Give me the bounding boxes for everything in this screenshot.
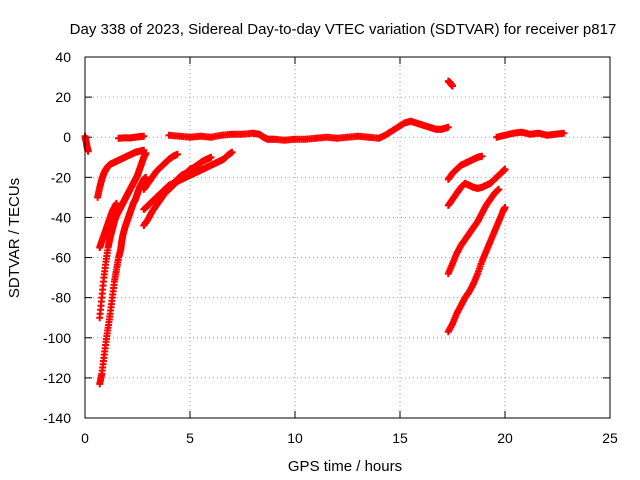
- series-arc-d: [96, 199, 120, 252]
- series-arc-n: [444, 165, 509, 209]
- data-points: [81, 77, 568, 388]
- series-arc-k: [444, 77, 456, 90]
- series-arc-h: [140, 153, 215, 213]
- x-tick-label: 15: [392, 430, 408, 446]
- y-tick-label: -120: [43, 370, 71, 386]
- series-arc-g: [140, 148, 236, 229]
- x-tick-label: 0: [81, 430, 89, 446]
- y-tick-label: -60: [51, 250, 71, 266]
- series-arc-p: [493, 128, 568, 141]
- data-point: [140, 132, 148, 140]
- series-arc-o: [444, 152, 486, 183]
- data-point: [142, 173, 150, 181]
- data-point: [501, 165, 509, 173]
- plot-frame: [84, 56, 611, 419]
- x-tick-label: 10: [287, 430, 303, 446]
- series-arc-f: [115, 132, 148, 142]
- y-tick-label: 20: [55, 89, 71, 105]
- data-point: [173, 150, 181, 158]
- series-arc-i: [140, 150, 181, 193]
- data-point: [84, 147, 92, 155]
- series-arc-l: [444, 203, 509, 336]
- series-arc-b: [96, 173, 150, 388]
- y-tick-label: -100: [43, 330, 71, 346]
- x-tick-label: 5: [186, 430, 194, 446]
- y-tick-label: -140: [43, 410, 71, 426]
- axis-ticks: -140 -120 -100 -80 -60 -40 -20 0 20 40 0 5 10 15 20 25: [43, 49, 618, 446]
- y-tick-label: -40: [51, 209, 71, 225]
- series-arc-m: [444, 185, 503, 278]
- y-tick-label: -20: [51, 169, 71, 185]
- data-point: [478, 152, 486, 160]
- data-point: [444, 123, 452, 131]
- data-point: [501, 203, 509, 211]
- data-point: [495, 185, 503, 193]
- data-point: [140, 146, 148, 154]
- data-point: [560, 129, 568, 137]
- y-axis-label: SDTVAR / TECUs: [6, 178, 23, 298]
- series-arc-e: [94, 146, 148, 201]
- x-tick-label: 25: [602, 430, 618, 446]
- data-point: [207, 153, 215, 161]
- y-tick-label: 0: [63, 129, 71, 145]
- data-point: [449, 82, 456, 90]
- x-axis-label: GPS time / hours: [288, 458, 402, 475]
- chart-title: Day 338 of 2023, Sidereal Day-to-day VTE…: [70, 21, 617, 38]
- series-arc-c: [96, 149, 150, 322]
- x-tick-label: 20: [497, 430, 513, 446]
- data-point: [228, 148, 236, 156]
- y-tick-label: -80: [51, 290, 71, 306]
- grid-lines: [85, 57, 610, 418]
- series-arc-j: [165, 117, 452, 144]
- data-point: [113, 199, 120, 207]
- series-arc-a: [81, 132, 92, 155]
- y-tick-label: 40: [55, 49, 71, 65]
